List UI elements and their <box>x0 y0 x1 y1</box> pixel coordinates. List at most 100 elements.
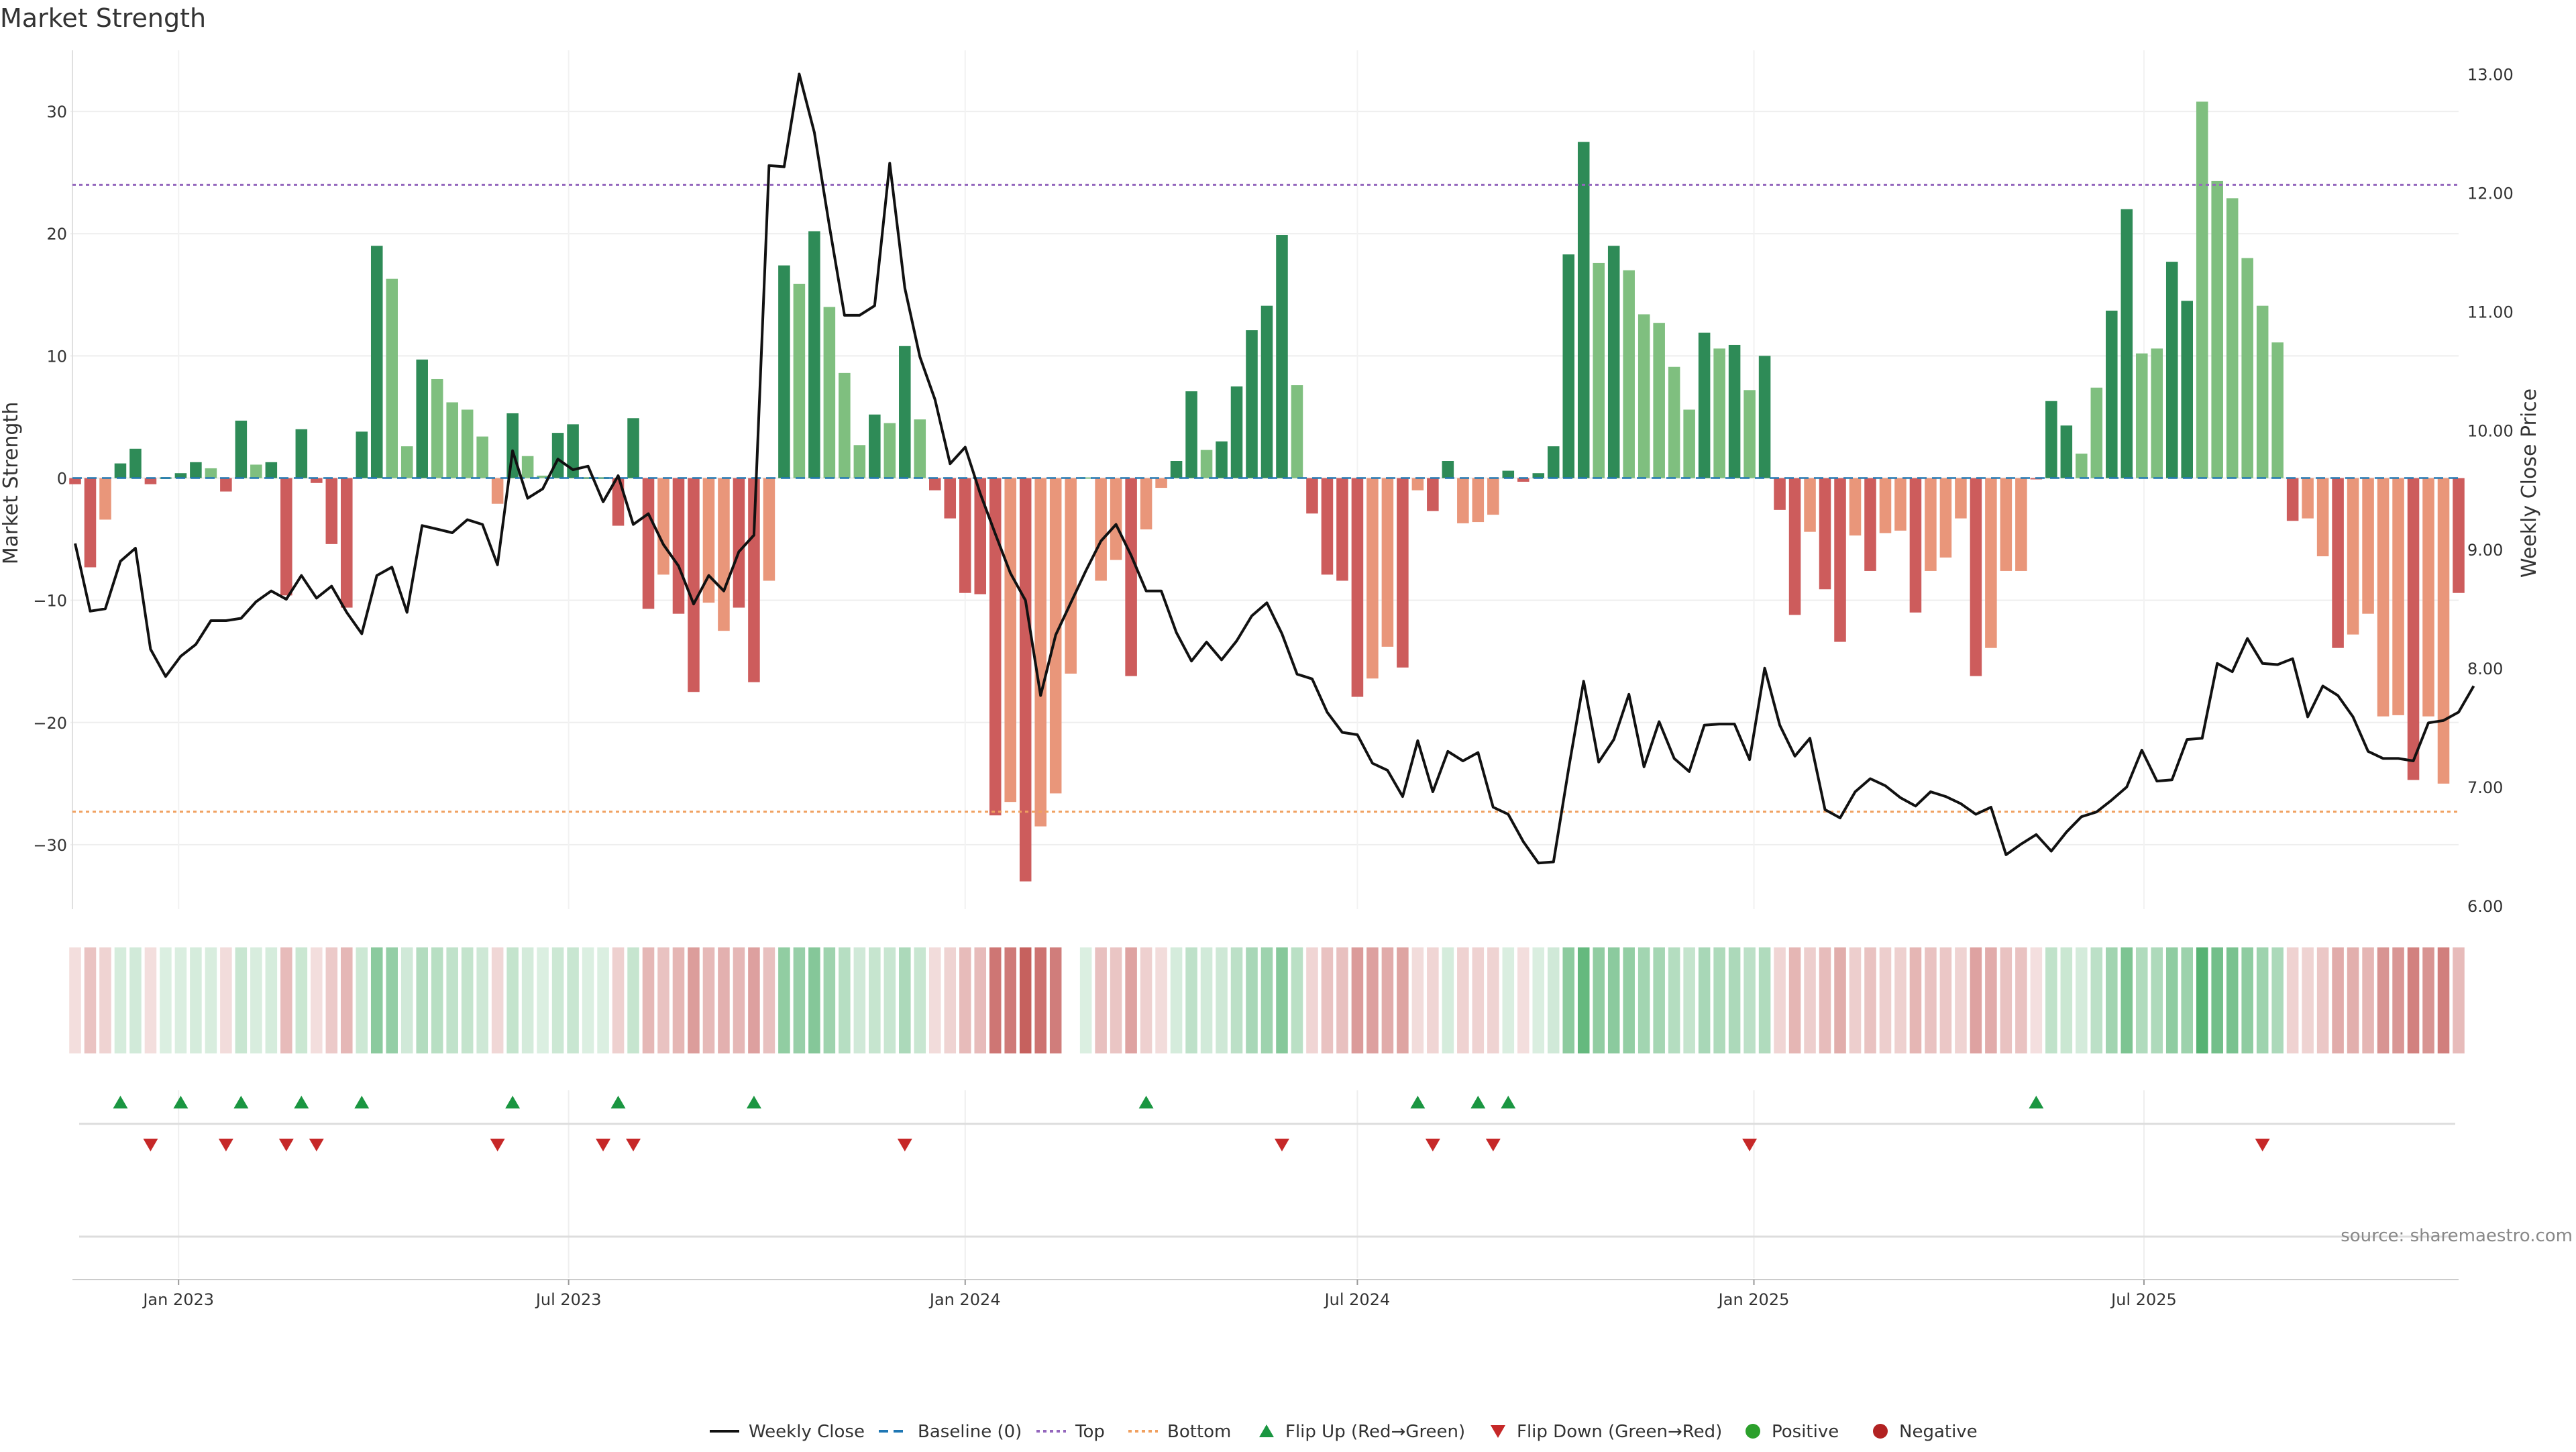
y-tick-right: 13.00 <box>2467 65 2514 84</box>
legend-label: Flip Up (Red→Green) <box>1285 1422 1465 1442</box>
legend-swatch-dot <box>1746 1424 1760 1439</box>
heat-cell <box>1502 947 1515 1053</box>
heat-cell <box>1939 947 1952 1053</box>
heat-cell <box>1743 947 1756 1053</box>
strength-bar <box>265 462 278 478</box>
strength-bar <box>311 478 323 483</box>
strength-bar <box>1864 478 1876 571</box>
strength-bar <box>597 477 609 479</box>
legend-swatch-dot <box>1873 1424 1888 1439</box>
strength-bar <box>2316 478 2329 557</box>
heat-cell <box>793 947 806 1053</box>
strength-bar <box>2392 478 2404 715</box>
strength-bar <box>1321 478 1334 575</box>
heat-cell <box>733 947 745 1053</box>
strength-bar <box>2135 353 2148 478</box>
heat-cell <box>1004 947 1016 1053</box>
strength-bar <box>356 431 368 478</box>
strength-bar <box>2302 478 2314 519</box>
heat-cell <box>2226 947 2239 1053</box>
flip-up-marker <box>1410 1096 1426 1108</box>
flip-up-marker <box>2029 1096 2044 1108</box>
heat-cell <box>1774 947 1786 1053</box>
strength-bar <box>1547 446 1560 478</box>
strength-bar <box>2015 478 2027 571</box>
strength-bar <box>853 445 866 478</box>
heat-cell <box>1306 947 1318 1053</box>
heat-cell <box>823 947 836 1053</box>
strength-bar <box>386 278 398 478</box>
strength-bar <box>1834 478 1846 642</box>
heat-cell <box>1713 947 1725 1053</box>
heat-cell <box>1321 947 1334 1053</box>
strength-bar <box>1623 270 1635 478</box>
heat-cell <box>506 947 519 1053</box>
heat-cell <box>174 947 187 1053</box>
heat-cell <box>763 947 775 1053</box>
x-tick-label: Jan 2024 <box>928 1290 1001 1309</box>
strength-bar <box>2076 454 2088 478</box>
strength-bar <box>446 402 458 478</box>
strength-bar <box>2347 478 2359 635</box>
heat-cell <box>1925 947 1937 1053</box>
strength-bar <box>1381 478 1394 647</box>
flip-up-marker <box>1138 1096 1154 1108</box>
strength-bar <box>1955 478 1967 519</box>
y-tick-right: 6.00 <box>2467 897 2503 916</box>
heat-cell <box>627 947 639 1053</box>
legend-label: Top <box>1075 1422 1105 1442</box>
flip-down-marker <box>1485 1139 1501 1151</box>
heat-cell <box>446 947 458 1053</box>
heat-cell <box>1517 947 1529 1053</box>
y-tick-right: 10.00 <box>2467 422 2514 441</box>
strength-bar <box>114 463 127 478</box>
heat-cell <box>688 947 700 1053</box>
flip-down-marker <box>1425 1139 1440 1151</box>
heat-cell <box>2256 947 2269 1053</box>
strength-bar <box>2377 478 2390 717</box>
heat-cell <box>1653 947 1665 1053</box>
heat-cell <box>597 947 609 1053</box>
strength-bar <box>2407 478 2420 780</box>
strength-bar <box>1155 478 1167 488</box>
flip-up-marker <box>505 1096 521 1108</box>
heat-cell <box>1397 947 1409 1053</box>
strength-bar <box>1517 478 1529 482</box>
strength-bar <box>1200 450 1213 478</box>
heat-cell <box>2302 947 2314 1053</box>
heat-cell <box>1804 947 1816 1053</box>
strength-bar <box>688 478 700 692</box>
heat-cell <box>2121 947 2133 1053</box>
strength-bar <box>2226 198 2239 478</box>
heat-cell <box>672 947 685 1053</box>
heat-cell <box>461 947 474 1053</box>
heat-cell <box>1638 947 1650 1053</box>
flip-down-marker <box>2255 1139 2270 1151</box>
strength-bar <box>174 473 187 478</box>
flip-up-marker <box>610 1096 626 1108</box>
strength-bar <box>763 478 775 581</box>
heat-cell <box>1170 947 1183 1053</box>
heat-cell <box>205 947 217 1053</box>
heat-cell <box>2316 947 2329 1053</box>
strength-bar <box>1774 478 1786 510</box>
y-tick-left: 30 <box>46 103 67 121</box>
heat-cell <box>1381 947 1394 1053</box>
heat-cell <box>1683 947 1695 1053</box>
strength-bar <box>989 478 1002 816</box>
strength-bar <box>733 478 745 608</box>
strength-bar <box>1788 478 1801 615</box>
strength-bar <box>1985 478 1997 648</box>
y-axis-label-left: Market Strength <box>0 402 23 564</box>
flip-up-marker <box>294 1096 309 1108</box>
strength-bar <box>582 477 594 479</box>
strength-bar <box>84 478 97 568</box>
strength-bar <box>1442 461 1454 478</box>
heat-cell <box>356 947 368 1053</box>
heat-cell <box>1728 947 1741 1053</box>
heat-cell <box>114 947 127 1053</box>
heat-cell <box>2151 947 2163 1053</box>
y-tick-left: −20 <box>33 714 67 733</box>
heat-cell <box>1955 947 1967 1053</box>
